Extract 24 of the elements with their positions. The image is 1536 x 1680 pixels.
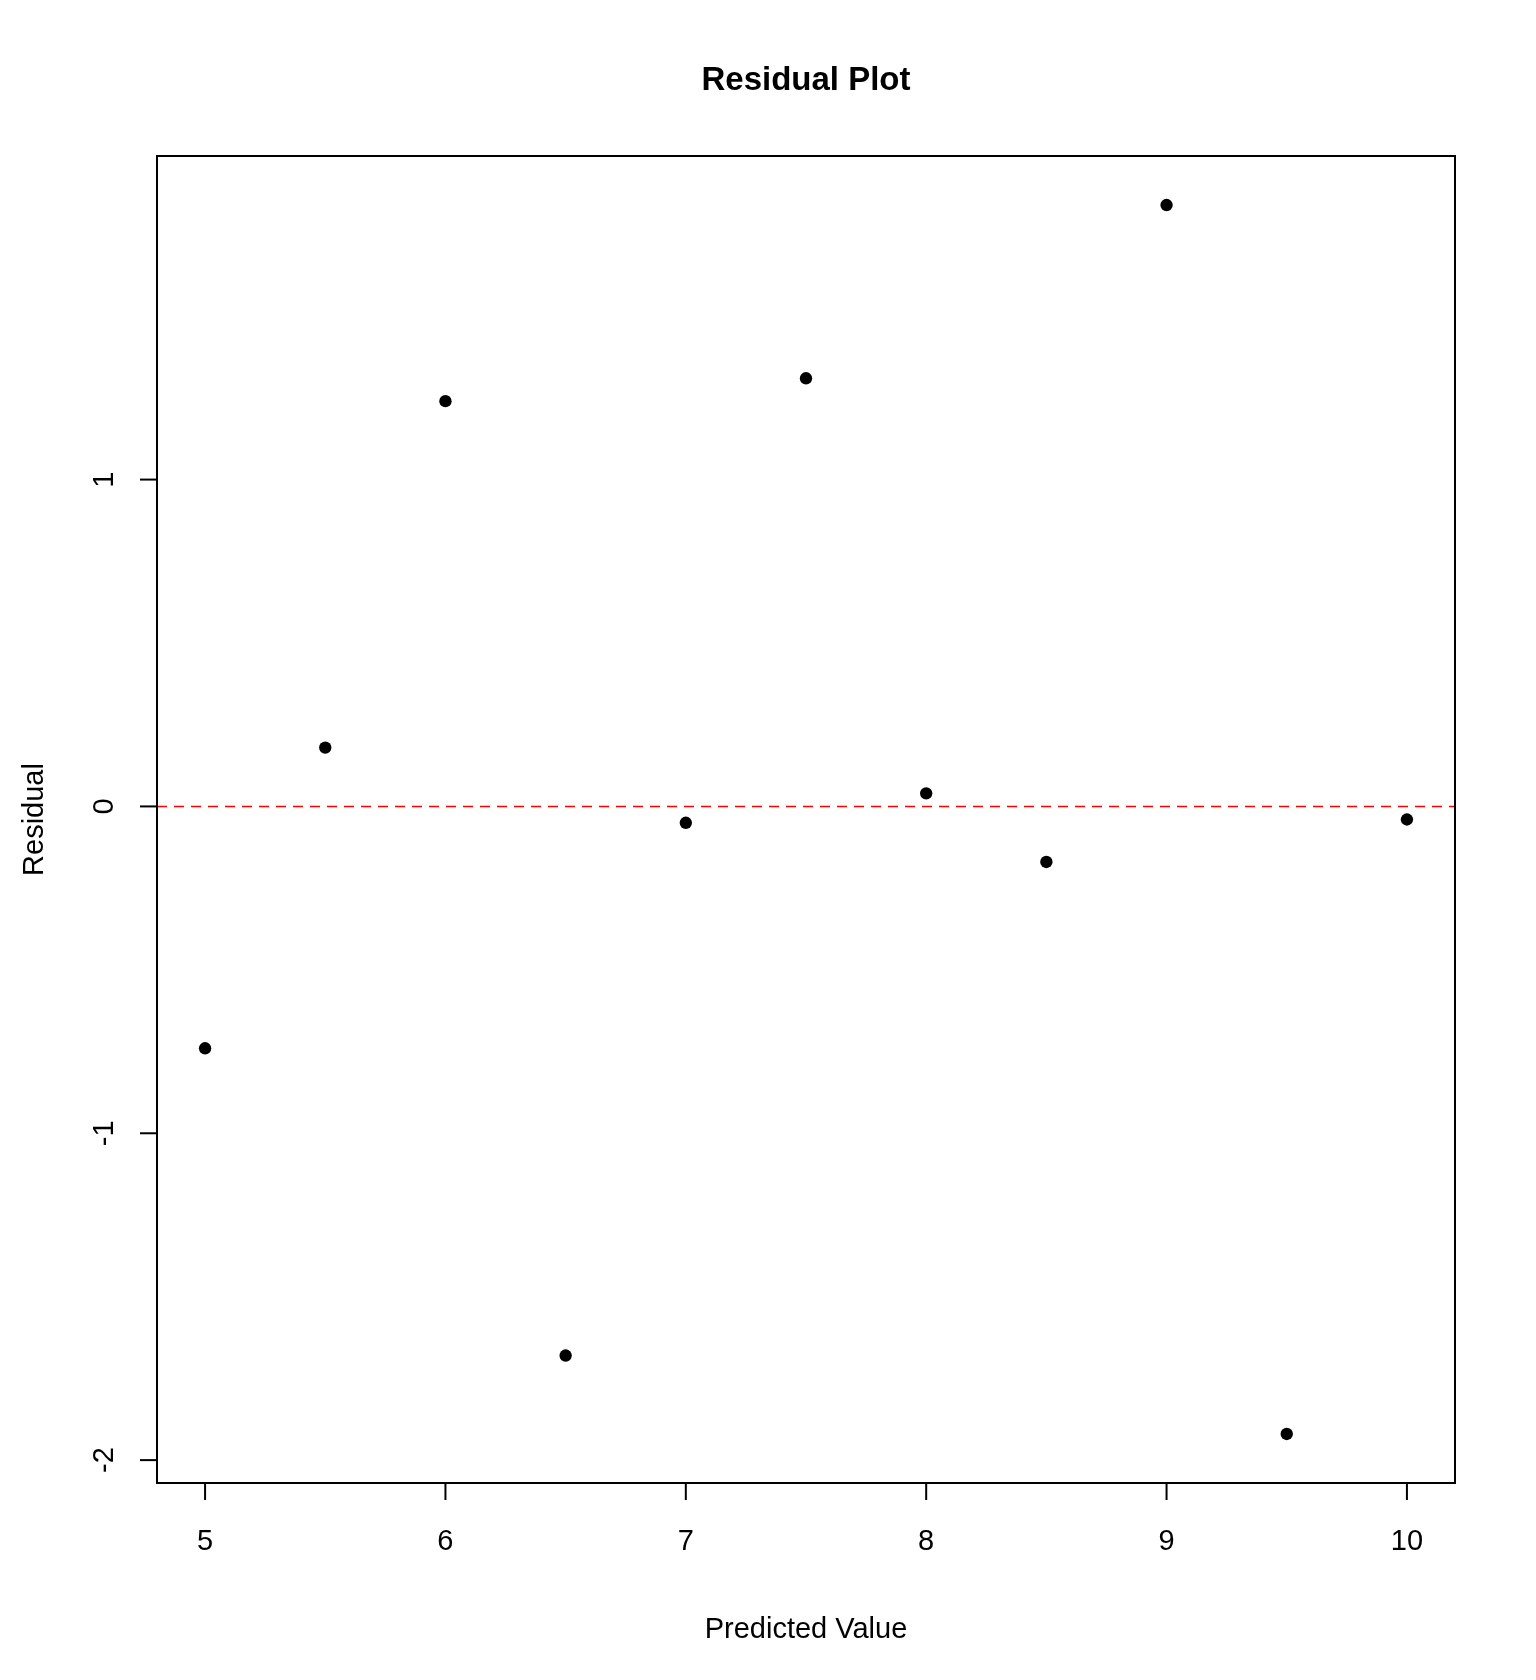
x-tick-label: 6	[437, 1524, 454, 1556]
x-tick-label: 9	[1158, 1524, 1175, 1556]
point	[559, 1349, 572, 1362]
point	[679, 816, 692, 829]
point	[319, 741, 332, 754]
point	[1160, 198, 1173, 212]
y-tick-label: 1	[87, 471, 119, 488]
point	[198, 1042, 212, 1055]
y-tick-label: -2	[87, 1447, 119, 1474]
x-tick-label: 5	[197, 1524, 214, 1556]
x-tick-label: 8	[918, 1524, 935, 1556]
point	[1280, 1427, 1293, 1441]
point	[1400, 813, 1414, 826]
point	[799, 372, 813, 385]
y-tick-label: 0	[87, 798, 119, 815]
point	[1040, 855, 1053, 869]
point	[920, 787, 933, 800]
x-tick-label: 10	[1390, 1524, 1424, 1556]
x-tick-label: 7	[677, 1524, 694, 1556]
chart-title: Residual Plot	[701, 60, 911, 97]
x-axis-title: Predicted Value	[704, 1612, 908, 1644]
y-tick-label: -1	[87, 1120, 119, 1147]
y-axis-title: Residual	[17, 763, 49, 876]
point	[439, 394, 452, 408]
